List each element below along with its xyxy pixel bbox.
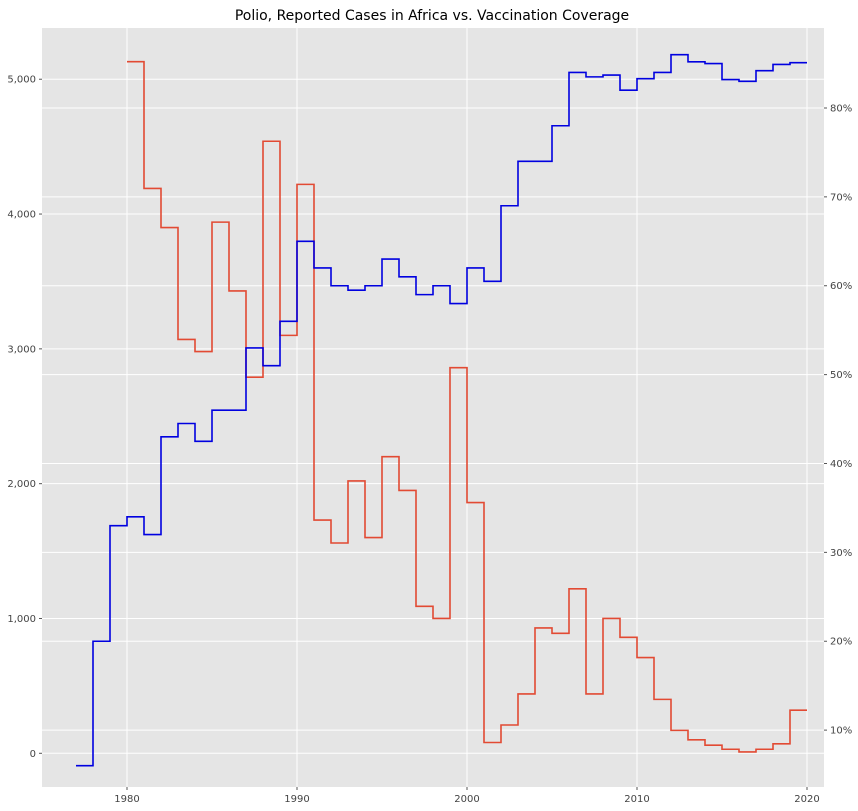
left-tick-label: 4,000 (7, 210, 36, 221)
coverage-series-line (76, 53, 807, 767)
left-tick-label: 5,000 (7, 75, 36, 86)
right-axis-ticks: 10% 20% 30% 40% 50% 60% 70% 80% (824, 103, 852, 737)
x-tick-label: 2000 (454, 794, 479, 805)
left-tick-label: 1,000 (7, 614, 36, 625)
right-tick-label: 60% (830, 281, 852, 292)
x-tick-label: 1990 (284, 794, 309, 805)
grid-lines (42, 28, 824, 787)
left-tick-label: 0 (30, 749, 36, 760)
x-tick-label: 1980 (114, 794, 139, 805)
left-tick-label: 3,000 (7, 344, 36, 355)
series-layer (76, 53, 807, 767)
plot-area (42, 28, 824, 787)
left-axis-ticks: 0 1,000 2,000 3,000 4,000 5,000 (7, 75, 42, 760)
cases-series-line (127, 60, 807, 753)
right-tick-label: 70% (830, 192, 852, 203)
right-tick-label: 40% (830, 459, 852, 470)
x-tick-label: 2010 (624, 794, 649, 805)
right-tick-label: 30% (830, 548, 852, 559)
x-tick-label: 2020 (794, 794, 819, 805)
chart-title: Polio, Reported Cases in Africa vs. Vacc… (235, 8, 629, 24)
right-tick-label: 20% (830, 637, 852, 648)
x-axis-ticks: 1980 1990 2000 2010 2020 (114, 787, 820, 805)
right-tick-label: 10% (830, 726, 852, 737)
left-tick-label: 2,000 (7, 479, 36, 490)
right-tick-label: 50% (830, 370, 852, 381)
right-tick-label: 80% (830, 103, 852, 114)
